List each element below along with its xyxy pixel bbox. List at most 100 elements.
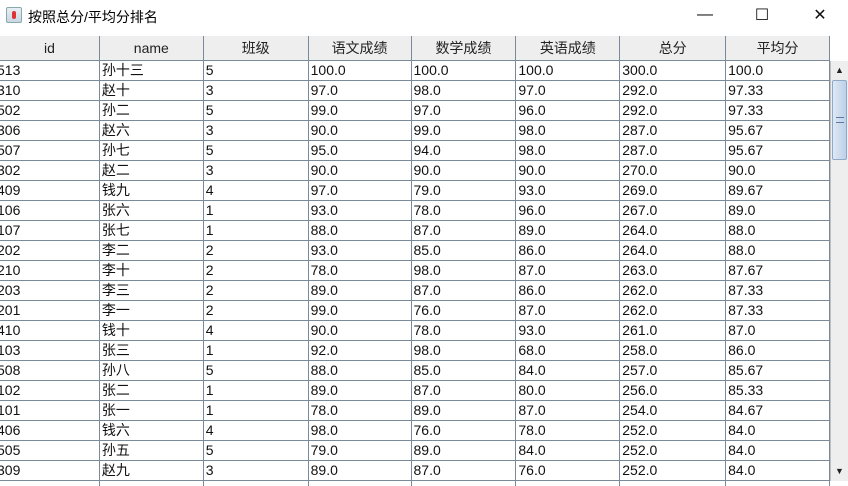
table-cell[interactable]: 292.0: [620, 101, 727, 120]
table-cell[interactable]: 87.0: [726, 321, 830, 340]
table-cell[interactable]: [516, 481, 621, 486]
table-cell[interactable]: 101: [0, 401, 100, 420]
table-cell[interactable]: 84.0: [726, 461, 830, 480]
table-cell[interactable]: 赵六: [100, 121, 204, 140]
table-cell[interactable]: 88.0: [726, 221, 830, 240]
table-cell[interactable]: 97.0: [309, 81, 412, 100]
table-cell[interactable]: 89.67: [726, 181, 830, 200]
table-cell[interactable]: 269.0: [620, 181, 727, 200]
table-cell[interactable]: 97.33: [726, 81, 830, 100]
table-cell[interactable]: 3: [204, 161, 309, 180]
table-cell[interactable]: 76.0: [412, 421, 517, 440]
table-cell[interactable]: 1: [204, 381, 309, 400]
table-cell[interactable]: 李三: [100, 281, 204, 300]
table-cell[interactable]: 2: [204, 261, 309, 280]
table-cell[interactable]: 87.0: [516, 261, 621, 280]
table-cell[interactable]: 203: [0, 281, 100, 300]
table-cell[interactable]: 88.0: [726, 241, 830, 260]
table-cell[interactable]: 254.0: [620, 401, 727, 420]
table-cell[interactable]: 88.0: [309, 361, 412, 380]
table-cell[interactable]: 89.0: [309, 461, 412, 480]
table-cell[interactable]: 95.0: [309, 141, 412, 160]
table-cell[interactable]: 100.0: [412, 61, 517, 80]
table-cell[interactable]: 97.33: [726, 101, 830, 120]
table-cell[interactable]: 508: [0, 361, 100, 380]
table-cell[interactable]: 287.0: [620, 121, 727, 140]
table-cell[interactable]: 孙八: [100, 361, 204, 380]
table-cell[interactable]: 张三: [100, 341, 204, 360]
table-cell[interactable]: 102: [0, 381, 100, 400]
vertical-scrollbar[interactable]: ▲ ▼: [830, 61, 848, 481]
table-cell[interactable]: 262.0: [620, 301, 727, 320]
table-cell[interactable]: 87.0: [412, 381, 517, 400]
table-cell[interactable]: 2: [204, 241, 309, 260]
table-cell[interactable]: 87.33: [726, 301, 830, 320]
table-cell[interactable]: 100.0: [516, 61, 621, 80]
table-cell[interactable]: 502: [0, 101, 100, 120]
column-header[interactable]: 数学成绩: [412, 36, 517, 61]
table-cell[interactable]: 78.0: [309, 261, 412, 280]
table-cell[interactable]: 1: [204, 401, 309, 420]
column-header[interactable]: 班级: [204, 36, 309, 61]
table-cell[interactable]: 3: [204, 81, 309, 100]
table-cell[interactable]: 3: [204, 461, 309, 480]
table-cell[interactable]: 99.0: [309, 101, 412, 120]
minimize-button[interactable]: —: [697, 6, 713, 23]
table-cell[interactable]: 钱十: [100, 321, 204, 340]
table-cell[interactable]: 84.0: [516, 441, 621, 460]
table-cell[interactable]: 90.0: [309, 121, 412, 140]
table-cell[interactable]: 98.0: [412, 341, 517, 360]
table-cell[interactable]: 505: [0, 441, 100, 460]
maximize-button[interactable]: ☐: [754, 7, 770, 24]
table-cell[interactable]: 5: [204, 141, 309, 160]
table-cell[interactable]: 钱九: [100, 181, 204, 200]
table-cell[interactable]: 252.0: [620, 441, 727, 460]
table-cell[interactable]: 孙十三: [100, 61, 204, 80]
table-cell[interactable]: 李一: [100, 301, 204, 320]
table-cell[interactable]: 98.0: [412, 261, 517, 280]
table-cell[interactable]: 87.0: [412, 221, 517, 240]
table-cell[interactable]: 89.0: [309, 381, 412, 400]
table-cell[interactable]: 2: [204, 281, 309, 300]
table-cell[interactable]: 88.0: [309, 221, 412, 240]
table-cell[interactable]: 98.0: [516, 121, 621, 140]
table-cell[interactable]: 5: [204, 101, 309, 120]
table-cell[interactable]: 257.0: [620, 361, 727, 380]
table-cell[interactable]: 287.0: [620, 141, 727, 160]
table-cell[interactable]: 95.67: [726, 141, 830, 160]
table-cell[interactable]: 410: [0, 321, 100, 340]
close-button[interactable]: ✕: [813, 7, 827, 24]
table-cell[interactable]: 93.0: [309, 201, 412, 220]
table-cell[interactable]: 钱六: [100, 421, 204, 440]
table-cell[interactable]: 300.0: [620, 61, 727, 80]
table-cell[interactable]: 孙二: [100, 101, 204, 120]
table-cell[interactable]: 96.0: [516, 101, 621, 120]
table-cell[interactable]: 李二: [100, 241, 204, 260]
table-cell[interactable]: 68.0: [516, 341, 621, 360]
table-cell[interactable]: 97.0: [412, 101, 517, 120]
scroll-up-arrow-icon[interactable]: ▲: [835, 65, 844, 75]
table-cell[interactable]: 258.0: [620, 341, 727, 360]
table-cell[interactable]: 80.0: [516, 381, 621, 400]
table-cell[interactable]: 97.0: [516, 81, 621, 100]
table-cell[interactable]: 79.0: [309, 441, 412, 460]
table-cell[interactable]: 96.0: [516, 201, 621, 220]
table-cell[interactable]: 赵二: [100, 161, 204, 180]
table-cell[interactable]: 李十: [100, 261, 204, 280]
table-cell[interactable]: 1: [204, 221, 309, 240]
table-cell[interactable]: 78.0: [412, 201, 517, 220]
table-cell[interactable]: 78.0: [309, 401, 412, 420]
column-header[interactable]: 英语成绩: [516, 36, 621, 61]
table-cell[interactable]: 306: [0, 121, 100, 140]
table-cell[interactable]: [0, 481, 100, 486]
